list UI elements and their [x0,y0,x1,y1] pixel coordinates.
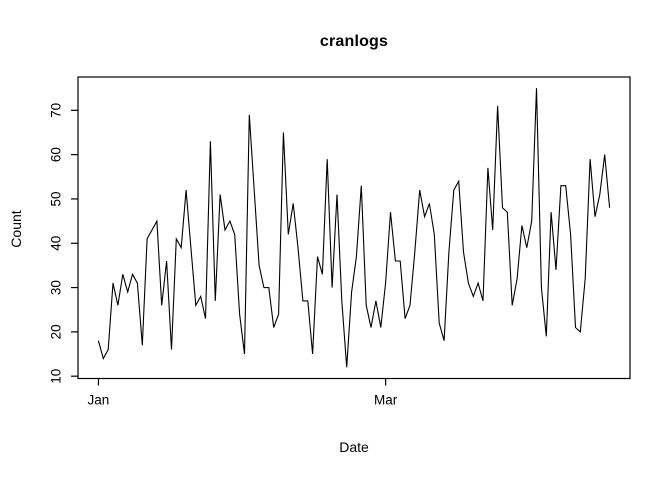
y-tick-label: 30 [49,280,64,295]
plot-box-rect [77,76,631,380]
x-axis-title: Date [339,439,369,455]
x-tick-label: Mar [374,393,398,408]
series-polyline [97,88,611,368]
chart-title: cranlogs [319,33,389,50]
y-tick-label: 70 [49,103,64,118]
axis-ticks: 10 20 30 40 50 60 70 Jan Mar [49,103,398,408]
y-tick-label: 40 [49,236,64,251]
plot-box [77,76,631,380]
x-tick-label: Jan [88,393,110,408]
y-tick-label: 60 [49,147,64,162]
y-tick-label: 20 [49,324,64,339]
series-line [97,88,611,368]
y-tick-label: 50 [49,191,64,206]
y-tick-label: 10 [49,369,64,384]
